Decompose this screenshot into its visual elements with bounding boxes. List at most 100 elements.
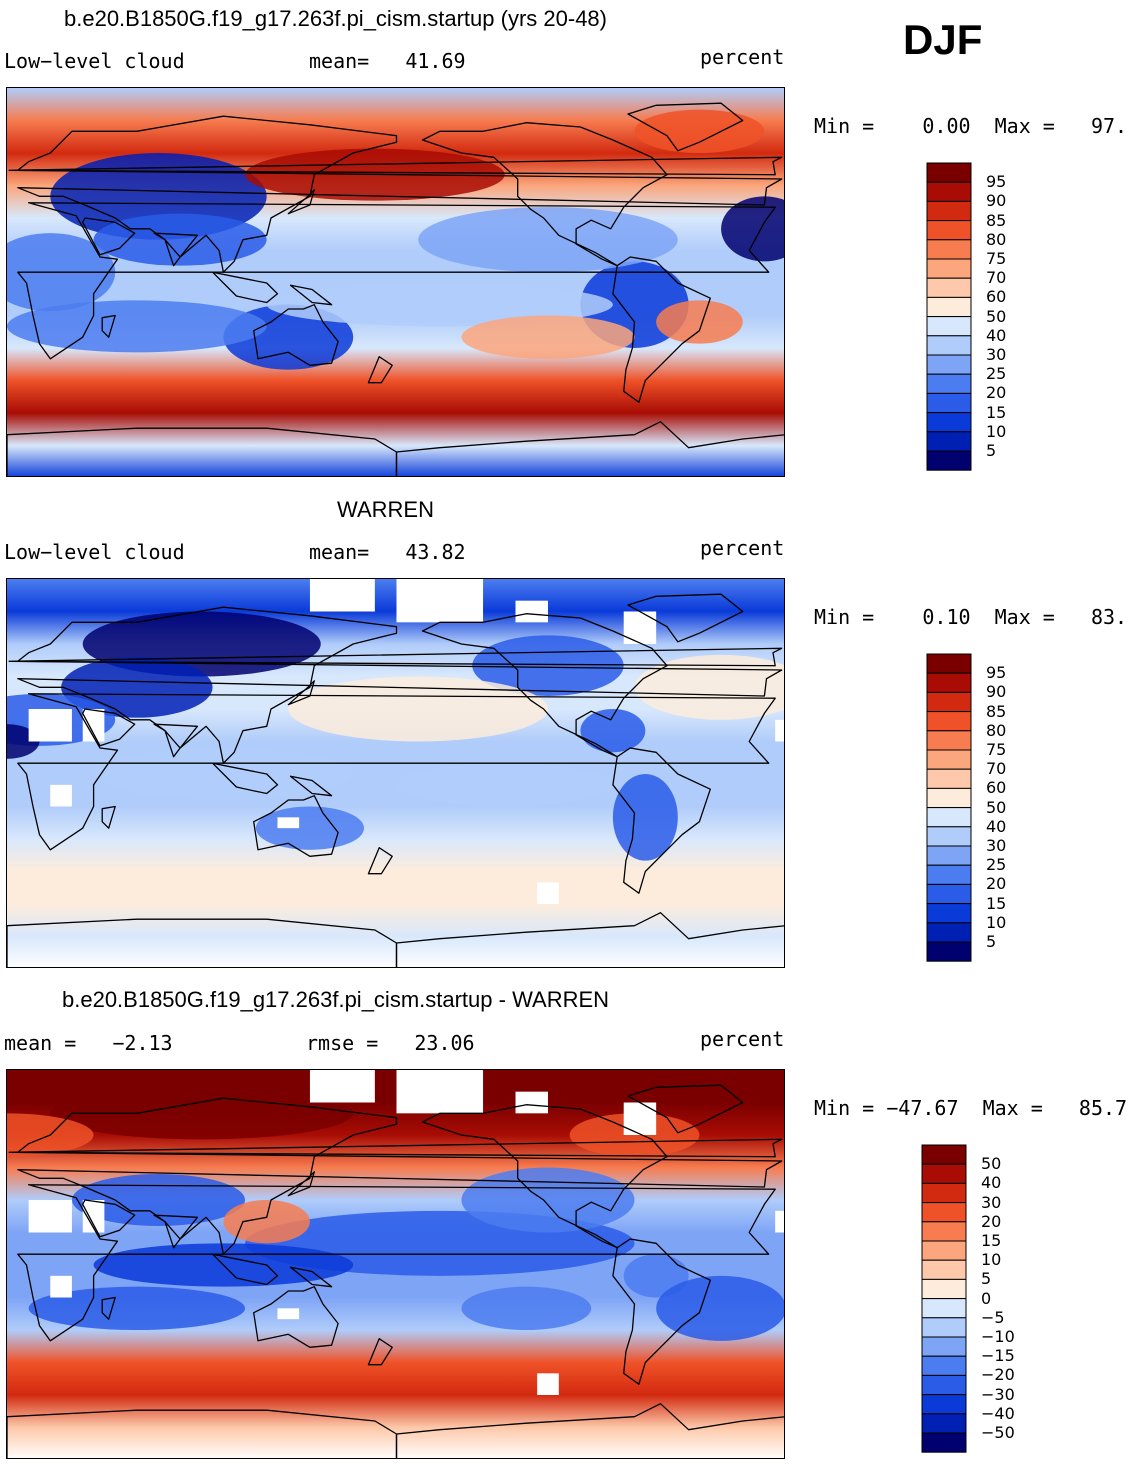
colorbar-tick-label: 80 [986, 720, 1007, 740]
coastline-newguinea [289, 284, 333, 306]
missing-data-block [623, 611, 657, 644]
field-anomaly [656, 1275, 784, 1341]
coastline-japan [287, 1171, 315, 1197]
colorbar-box [926, 412, 972, 433]
colorbar-tick-label: 20 [986, 383, 1007, 403]
coastline-antarctica [7, 1409, 398, 1458]
missing-data-block [28, 1200, 72, 1233]
coastline-newzealand [367, 847, 393, 875]
colorbar-box [921, 1278, 967, 1300]
colorbar-boxes [926, 653, 972, 962]
missing-data-block [515, 1091, 548, 1114]
panel3-map-svg [7, 1070, 784, 1458]
field-anomaly [634, 654, 784, 720]
coastline-europeAsia [17, 606, 783, 764]
field-anomaly [461, 315, 635, 359]
coastline-greenland [627, 1084, 744, 1134]
colorbar-tick-label: 15 [986, 402, 1007, 422]
colorbar-box [921, 1144, 967, 1165]
colorbar-box [926, 883, 972, 905]
colorbar-box [926, 354, 972, 375]
colorbar-box [921, 1394, 967, 1415]
colorbar-tick-label: 30 [981, 1192, 1002, 1212]
colorbar-tick-label: 30 [986, 345, 1007, 364]
coastline-greenland [627, 593, 744, 643]
colorbar-box [926, 903, 972, 924]
coastline-uk [8, 156, 783, 176]
coastline-australia [253, 795, 339, 857]
panel3-map [6, 1069, 785, 1459]
colorbar-box [926, 316, 972, 337]
field-anomaly [396, 763, 613, 807]
colorbar-tick-label: 75 [986, 740, 1007, 759]
colorbar-tick-label: −15 [981, 1346, 1015, 1366]
colorbar-tick-label: 20 [986, 874, 1007, 894]
missing-data-block [396, 579, 484, 623]
panel3-units: percent [700, 1027, 785, 1051]
coastline-madagascar [101, 805, 116, 829]
colorbar-tick-label: 75 [986, 249, 1007, 268]
panel2-colorbar: 95 90 85 80 75 70 60 50 40 30 25 20 15 10 5 [926, 653, 1026, 962]
colorbar-tick-label: −5 [981, 1307, 1005, 1327]
field-anomaly [266, 283, 613, 327]
colorbar-tick-label: 15 [986, 893, 1007, 913]
season-label: DJF [903, 16, 983, 63]
missing-data-block [309, 579, 375, 612]
coastline-antarctica2 [395, 1403, 784, 1458]
colorbar-box [921, 1182, 967, 1204]
colorbar-tick-label: −40 [981, 1403, 1015, 1423]
field-anomaly [71, 1174, 246, 1226]
colorbar-box [926, 373, 972, 394]
missing-data-block [277, 1308, 300, 1320]
colorbar-tick-label: 0 [981, 1288, 992, 1308]
panel1-map-svg [7, 88, 784, 476]
colorbar-box [926, 922, 972, 943]
colorbar-box [926, 335, 972, 356]
colorbar-box [926, 296, 972, 318]
coastline-japan [287, 189, 315, 215]
colorbar-box [921, 1432, 967, 1453]
colorbar-box [926, 749, 972, 770]
colorbar-box [926, 787, 972, 809]
coastline-australia [253, 304, 339, 366]
colorbar-tick-label: 80 [986, 229, 1007, 249]
colorbar-tick-label: 25 [986, 855, 1007, 875]
colorbar-box [926, 826, 972, 847]
field-anomaly [656, 300, 743, 344]
coastline-antarctica [7, 918, 398, 967]
coastline-newguinea [289, 775, 333, 797]
coastline-newzealand [367, 1338, 393, 1366]
coastline-indonesia [211, 271, 279, 304]
coastline-arabia [82, 1199, 136, 1238]
panel1-minmax: Min = 0.00 Max = 97.77 [814, 114, 1128, 138]
field-anomaly [612, 774, 678, 861]
colorbar-tick-label: 50 [986, 797, 1007, 817]
colorbar-box [926, 431, 972, 452]
colorbar-box [926, 711, 972, 732]
colorbar-box [921, 1374, 967, 1396]
missing-data-block [775, 719, 784, 742]
field-anomaly [634, 109, 765, 153]
colorbar-box [926, 845, 972, 866]
panel3-minmax: Min = −47.67 Max = 85.72 [814, 1096, 1128, 1120]
coastline-arabia [82, 708, 136, 747]
colorbar-box [926, 258, 972, 279]
panel3-title: b.e20.B1850G.f19_g17.263f.pi_cism.startu… [62, 987, 610, 1012]
colorbar-tick-label: 25 [986, 364, 1007, 384]
coastline-india [153, 723, 199, 758]
colorbar-box [926, 200, 972, 222]
colorbar-box [926, 653, 972, 674]
coastline-uk [8, 1138, 783, 1158]
coastline-africa [17, 1184, 776, 1342]
colorbar-box [921, 1221, 967, 1242]
colorbar-box [926, 277, 972, 298]
coastline-australia [253, 1286, 339, 1348]
colorbar-tick-label: 10 [986, 421, 1007, 441]
coastline-northAmerica [421, 1104, 668, 1249]
colorbar-tick-label: 60 [986, 778, 1007, 798]
colorbar-tick-label: 5 [986, 932, 997, 951]
missing-data-block [396, 1070, 484, 1114]
colorbar-tick-label: 10 [986, 912, 1007, 932]
field-anomaly [623, 1254, 689, 1298]
colorbar-box [926, 220, 972, 241]
